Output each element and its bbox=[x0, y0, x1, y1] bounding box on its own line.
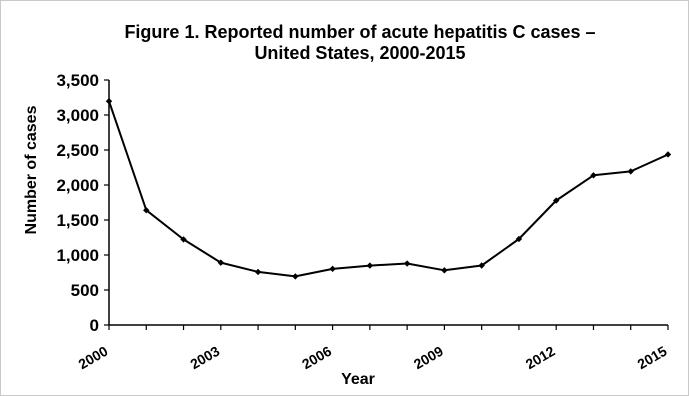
data-point bbox=[403, 260, 411, 267]
chart-title-line-2: United States, 2000-2015 bbox=[254, 43, 466, 63]
data-point bbox=[105, 98, 113, 105]
data-point bbox=[441, 267, 448, 274]
data-point bbox=[366, 262, 374, 269]
x-axis-ticks: 2000 2003 2006 2009 2012 2015 bbox=[76, 325, 670, 372]
y-tick-label: 2,500 bbox=[56, 141, 99, 160]
y-tick-label: 0 bbox=[90, 316, 99, 335]
data-point bbox=[515, 235, 523, 243]
data-point bbox=[217, 259, 224, 266]
data-point bbox=[590, 172, 597, 179]
x-axis-label: Year bbox=[341, 371, 375, 388]
series-cases bbox=[105, 98, 672, 280]
y-tick-label: 1,000 bbox=[56, 246, 99, 265]
data-point bbox=[143, 207, 150, 214]
data-point bbox=[627, 168, 634, 175]
data-point bbox=[180, 236, 187, 243]
series-line bbox=[108, 100, 669, 278]
y-tick-label: 500 bbox=[71, 281, 99, 300]
y-tick-label: 2,000 bbox=[56, 176, 99, 195]
x-tick-label: 2012 bbox=[523, 343, 558, 373]
data-point bbox=[553, 197, 560, 204]
y-tick-label: 3,500 bbox=[56, 71, 99, 90]
x-tick-label: 2003 bbox=[187, 343, 222, 373]
x-tick-label: 2009 bbox=[411, 343, 446, 373]
data-point bbox=[254, 268, 262, 276]
x-tick-label: 2006 bbox=[299, 343, 334, 373]
chart-title-line-1: Figure 1. Reported number of acute hepat… bbox=[124, 22, 596, 42]
data-point bbox=[478, 262, 485, 269]
data-point bbox=[292, 273, 299, 280]
x-tick-label: 2000 bbox=[76, 343, 111, 373]
x-tick-label: 2015 bbox=[635, 343, 670, 373]
y-tick-label: 1,500 bbox=[56, 211, 99, 230]
axes bbox=[108, 80, 668, 326]
data-point bbox=[329, 265, 336, 273]
y-tick-label: 3,000 bbox=[56, 106, 99, 125]
y-axis-label: Number of cases bbox=[23, 105, 40, 234]
data-point bbox=[664, 151, 672, 158]
chart-title: Figure 1. Reported number of acute hepat… bbox=[60, 22, 660, 64]
y-axis-ticks: 0 500 1,000 1,500 2,000 2,500 3,000 3,500 bbox=[56, 71, 109, 335]
